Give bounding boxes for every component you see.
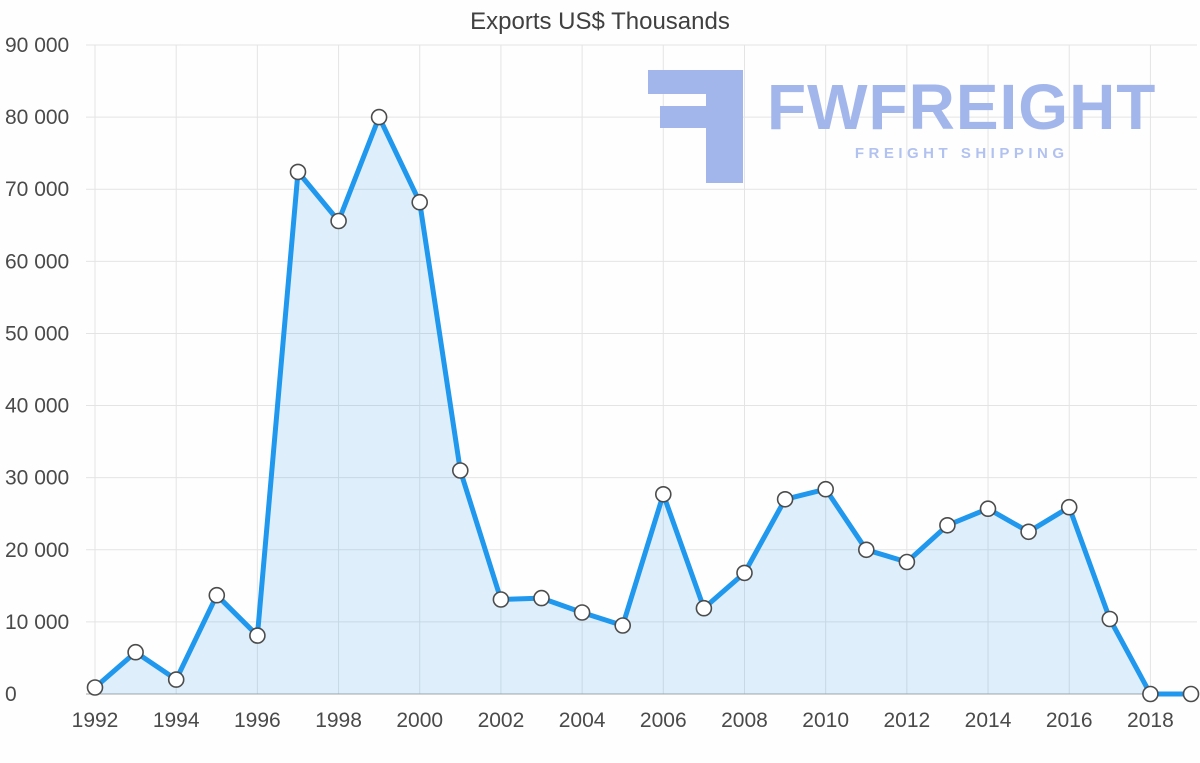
x-tick-label: 2012	[883, 709, 930, 732]
data-point-marker	[451, 462, 469, 479]
watermark-brand: FWFREIGHT	[767, 71, 1157, 143]
x-tick-label: 2010	[802, 709, 849, 732]
y-tick-label: 60 000	[5, 250, 69, 273]
data-point-marker	[857, 541, 875, 559]
data-point-marker	[614, 617, 632, 634]
data-point-marker	[167, 671, 185, 688]
data-point-marker	[249, 627, 266, 644]
x-tick-label: 2016	[1046, 709, 1093, 732]
x-tick-label: 1992	[72, 709, 119, 732]
data-point-marker	[817, 480, 835, 498]
y-tick-label: 50 000	[5, 322, 69, 345]
data-point-marker	[939, 516, 956, 534]
data-point-marker	[1060, 498, 1078, 516]
x-tick-label: 1998	[315, 709, 362, 732]
data-point-marker	[492, 591, 510, 608]
y-tick-label: 90 000	[5, 34, 69, 57]
data-point-marker	[1142, 685, 1159, 703]
y-tick-label: 80 000	[5, 106, 69, 129]
x-tick-label: 1996	[234, 709, 281, 732]
data-point-marker	[776, 490, 794, 508]
data-point-marker	[898, 553, 916, 571]
data-point-marker	[370, 108, 388, 126]
data-point-marker	[330, 212, 347, 230]
y-tick-label: 10 000	[5, 611, 69, 634]
data-point-marker	[208, 586, 226, 604]
data-point-marker	[573, 604, 591, 621]
data-point-marker	[127, 643, 144, 661]
data-point-marker	[289, 163, 307, 181]
watermark-text: FWFREIGHT FREIGHT SHIPPING	[767, 71, 1157, 163]
watermark-tagline: FREIGHT SHIPPING	[854, 145, 1069, 163]
y-tick-label: 20 000	[5, 539, 69, 562]
y-tick-label: 30 000	[5, 467, 69, 490]
data-point-marker	[695, 599, 713, 617]
series-area	[95, 117, 1191, 695]
data-point-marker	[1182, 685, 1200, 703]
data-point-marker	[86, 679, 104, 696]
x-tick-label: 2000	[396, 709, 443, 732]
y-tick-label: 40 000	[5, 395, 69, 418]
watermark: FWFREIGHT FREIGHT SHIPPING	[648, 70, 1156, 183]
x-tick-label: 2008	[721, 709, 768, 732]
x-tick-label: 2002	[478, 709, 525, 732]
x-tick-label: 2018	[1127, 709, 1174, 732]
data-point-marker	[979, 500, 997, 518]
data-point-marker	[654, 485, 672, 503]
y-tick-label: 0	[5, 683, 17, 706]
x-tick-label: 2004	[559, 709, 606, 732]
x-tick-label: 2006	[640, 709, 687, 732]
data-point-marker	[736, 564, 753, 582]
chart-title: Exports US$ Thousands	[470, 8, 730, 35]
data-point-marker	[1101, 610, 1119, 628]
fwfreight-logo-icon	[648, 70, 743, 183]
data-point-marker	[533, 589, 550, 607]
data-point-marker	[411, 193, 429, 211]
x-tick-label: 1994	[153, 709, 200, 732]
series-line	[92, 114, 1194, 697]
x-tick-label: 2014	[965, 709, 1012, 732]
y-tick-label: 70 000	[5, 178, 69, 201]
data-point-marker	[1020, 523, 1037, 541]
